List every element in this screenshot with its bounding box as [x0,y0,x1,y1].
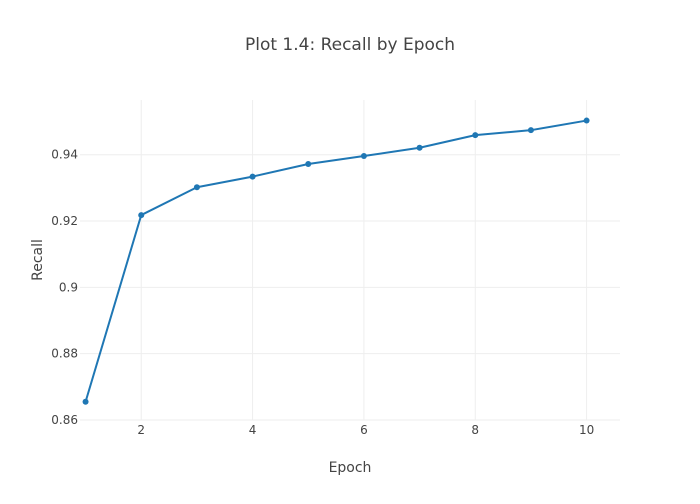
x-axis-title: Epoch [329,460,372,476]
x-tick-label: 10 [579,423,594,437]
data-point[interactable] [249,173,256,180]
data-point[interactable] [82,398,89,405]
y-tick-label: 0.86 [51,413,78,427]
y-tick-label: 0.94 [51,148,78,162]
tick-layer: 2 4 6 8 10 0.86 0.88 0.9 0.92 0.94 [51,148,594,437]
y-tick-label: 0.9 [59,280,78,294]
y-tick-label: 0.88 [51,347,78,361]
chart-title: Plot 1.4: Recall by Epoch [245,35,455,55]
series-line [84,119,587,403]
data-point[interactable] [527,127,534,134]
data-point[interactable] [193,184,200,191]
y-axis-title: Recall [30,239,46,281]
data-point[interactable] [583,117,590,124]
y-tick-label: 0.92 [51,214,78,228]
x-tick-label: 2 [137,423,145,437]
data-point[interactable] [360,153,367,160]
x-tick-label: 4 [249,423,257,437]
x-tick-label: 6 [360,423,368,437]
series-layer [82,117,590,405]
data-point[interactable] [305,161,312,167]
x-tick-label: 8 [471,423,479,437]
data-point[interactable] [472,132,479,139]
data-point[interactable] [416,144,423,151]
data-point[interactable] [138,212,145,219]
